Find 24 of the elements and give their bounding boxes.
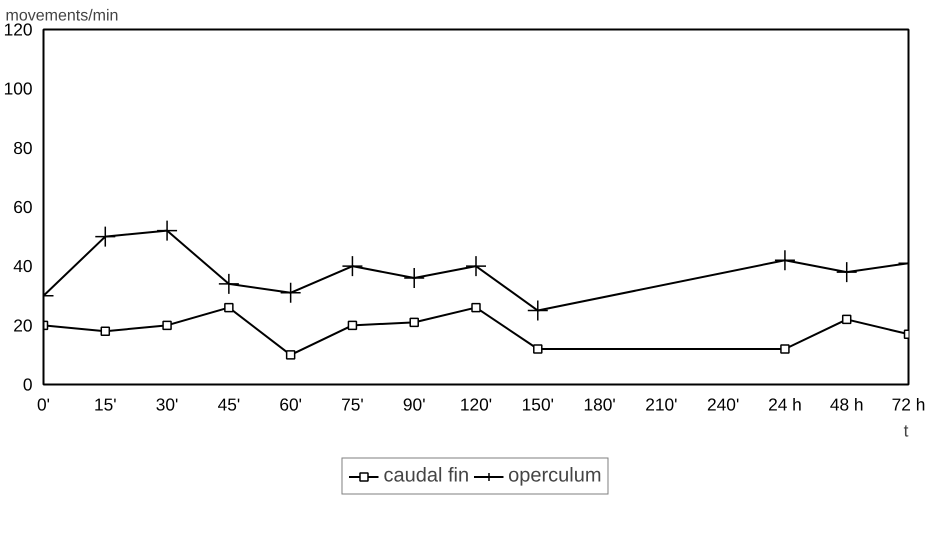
y-tick-label: 40 xyxy=(13,256,33,276)
x-tick-label: 30' xyxy=(156,394,178,414)
x-tick-label: 15' xyxy=(94,394,117,414)
x-tick-label: 180' xyxy=(583,394,616,414)
x-tick-label: 24 h xyxy=(768,394,802,414)
x-tick-label: 210' xyxy=(645,394,678,414)
x-tick-label: 0' xyxy=(37,394,50,414)
x-tick-label: 120' xyxy=(460,394,492,414)
y-tick-label: 100 xyxy=(4,78,33,99)
x-tick-label: 72 h xyxy=(892,394,926,414)
x-tick-label: 240' xyxy=(707,394,740,414)
y-tick-label: 60 xyxy=(13,197,33,217)
legend-label: operculum xyxy=(508,464,602,488)
y-tick-label: 20 xyxy=(13,315,33,336)
x-tick-label: 150' xyxy=(522,394,554,414)
x-tick-label: 60' xyxy=(279,394,302,414)
legend-label: caudal fin xyxy=(383,464,470,488)
y-tick-label: 0 xyxy=(22,374,33,394)
x-tick-label: 75' xyxy=(341,394,364,414)
x-axis-title: t xyxy=(904,420,909,440)
y-tick-label: 80 xyxy=(13,138,33,158)
x-tick-label: 48 h xyxy=(830,394,864,414)
x-tick-label: 90' xyxy=(402,394,426,414)
x-tick-label: 45' xyxy=(218,394,240,414)
